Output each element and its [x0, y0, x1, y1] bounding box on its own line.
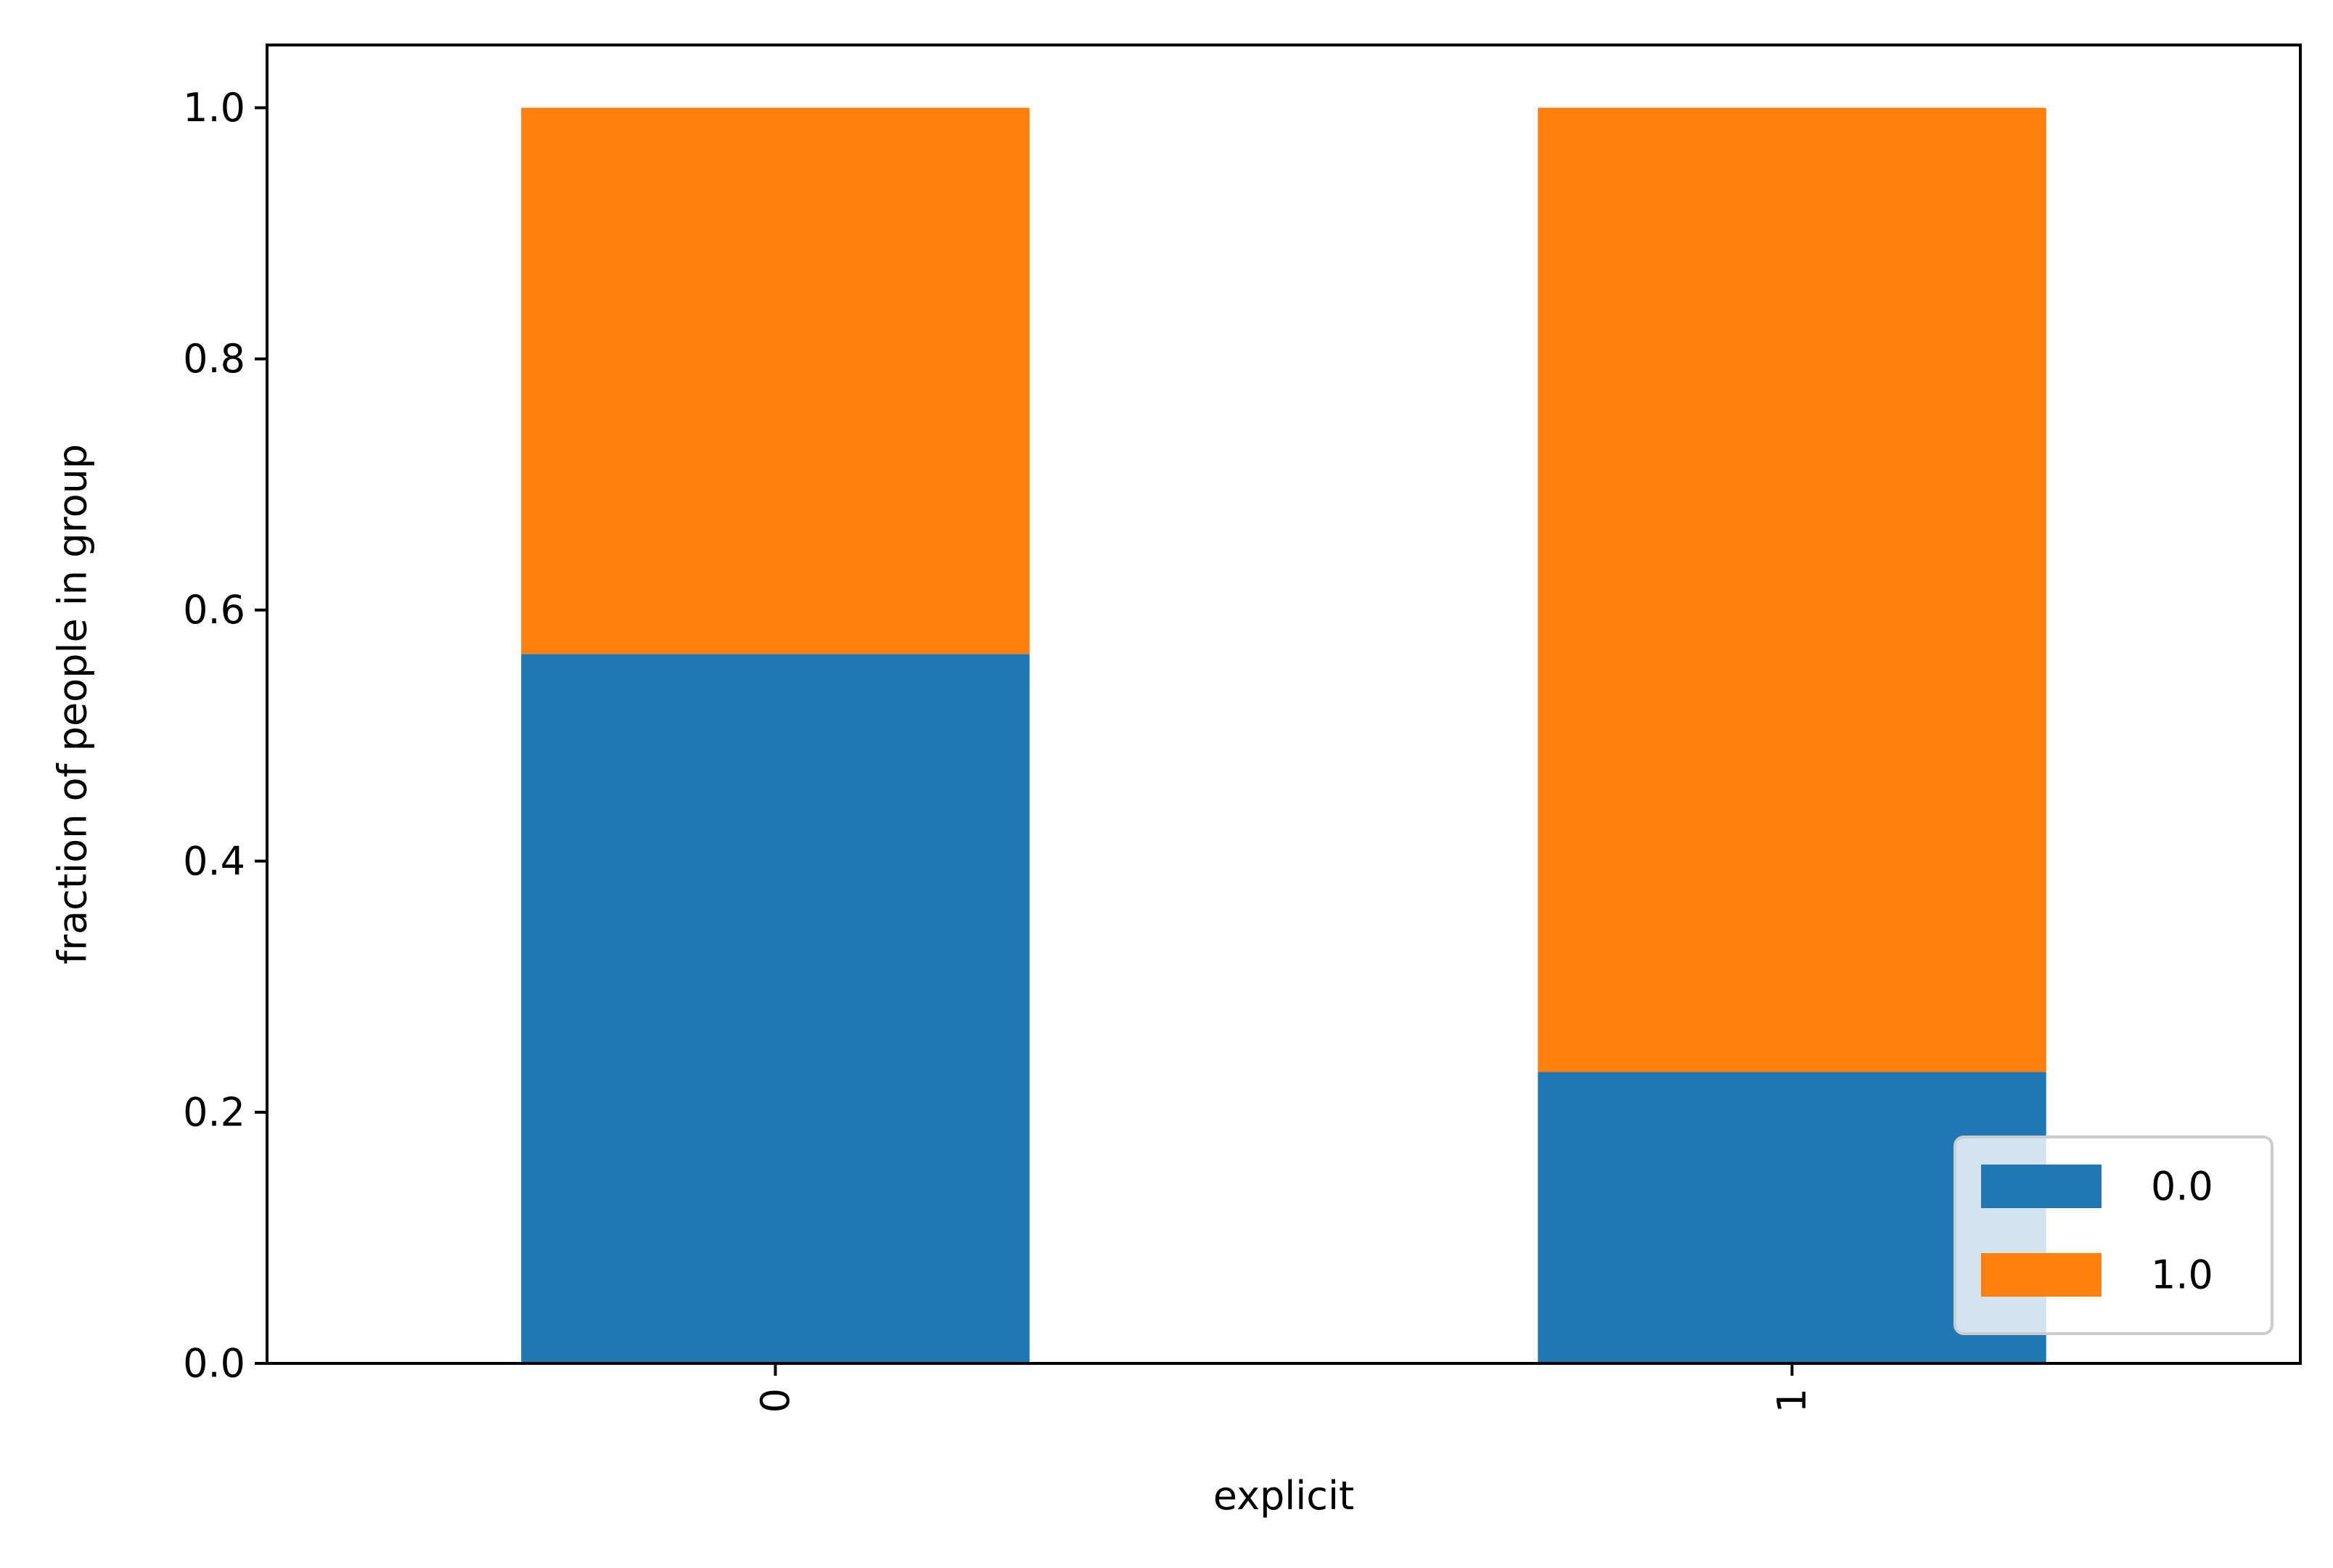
y-axis-label: fraction of people in group: [50, 444, 96, 964]
x-tick-label: 0: [753, 1388, 798, 1413]
x-axis-label: explicit: [1213, 1473, 1354, 1519]
bars-layer: [521, 107, 2046, 1363]
x-tick-label: 1: [1769, 1388, 1815, 1413]
y-axis: 0.0 0.2 0.4 0.6 0.8 1.0: [183, 85, 267, 1387]
y-tick-label: 0.4: [183, 838, 245, 884]
legend: 0.0 1.0: [1953, 1136, 2273, 1335]
plot-frame: [266, 44, 2302, 1365]
legend-swatch-1: [1981, 1253, 2102, 1297]
y-tick-label: 0.6: [183, 587, 245, 633]
legend-label-0: 0.0: [2151, 1164, 2213, 1210]
y-tick-label: 1.0: [183, 85, 245, 131]
bar-series-1-category-0: [521, 107, 1030, 654]
legend-label-1: 1.0: [2151, 1252, 2213, 1298]
legend-swatch-0: [1981, 1165, 2102, 1208]
y-tick-label: 0.2: [183, 1089, 245, 1135]
bar-series-0-category-0: [521, 654, 1030, 1363]
y-tick-label: 0.0: [183, 1341, 245, 1387]
y-tick-label: 0.8: [183, 336, 245, 382]
bar-series-1-category-1: [1538, 107, 2046, 1072]
